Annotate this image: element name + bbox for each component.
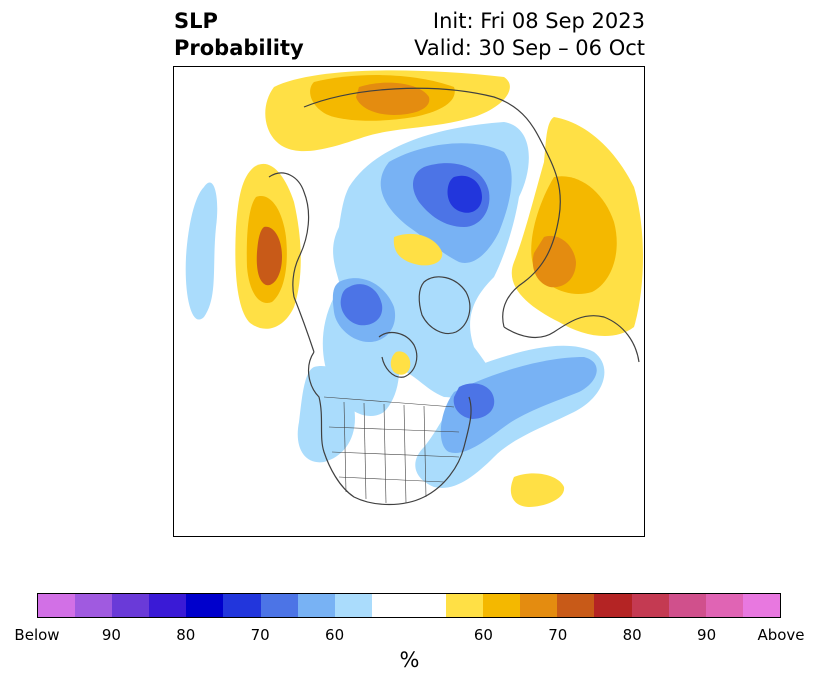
colorbar-cell: [38, 594, 76, 617]
map-panel: [173, 66, 645, 537]
colorbar-cell: [594, 594, 632, 617]
arctic-deepest-blue: [447, 175, 482, 213]
colorbar-cell: [483, 594, 521, 617]
colorbar-tick-label: 60: [473, 626, 493, 644]
colorbar-unit: %: [399, 648, 420, 672]
europe-coast: [503, 315, 640, 363]
us-state-line-6: [328, 426, 460, 433]
canada-dark-blue: [340, 284, 383, 326]
colorbar-cell: [520, 594, 558, 617]
colorbar-cell: [186, 594, 224, 617]
colorbar-cell: [75, 594, 113, 617]
init-date: Init: Fri 08 Sep 2023: [432, 9, 645, 33]
us-border: [323, 396, 455, 408]
atlantic-dark-blue: [453, 383, 495, 419]
colorbar-tick-label: 70: [548, 626, 568, 644]
alaska-dark-orange: [256, 226, 282, 286]
below-normal-medium: [332, 143, 597, 453]
colorbar-tick-label: Below: [14, 626, 60, 644]
hudson-yellow: [390, 351, 411, 375]
colorbar-cell: [705, 594, 743, 617]
title-block-left: SLP Probability: [174, 8, 304, 62]
greenland-yellow: [393, 233, 443, 266]
colorbar-cell: [557, 594, 595, 617]
probability-map: [185, 70, 643, 507]
above-normal-shading: [235, 70, 643, 507]
pacific-light-blue: [185, 182, 218, 320]
title-block-right: Init: Fri 08 Sep 2023 Valid: 30 Sep – 06…: [414, 8, 645, 62]
colorbar-cell: [631, 594, 669, 617]
north-america-coastline: [307, 351, 472, 506]
coastlines: [268, 87, 640, 506]
colorbar-tick-label: 80: [622, 626, 642, 644]
us-state-line-5: [423, 405, 427, 498]
europe-dark-orange: [532, 235, 576, 288]
us-state-line-7: [331, 451, 460, 458]
us-state-line-8: [338, 476, 445, 483]
colorbar-cell: [408, 594, 447, 617]
colorbar-tick-label: 90: [101, 626, 121, 644]
us-state-line-3: [383, 403, 387, 504]
colorbar-tick-label: 80: [176, 626, 196, 644]
us-state-line-4: [403, 404, 407, 504]
colorbar-tick-label: Above: [757, 626, 805, 644]
west-coast: [293, 296, 315, 353]
colorbar-tick-label: 90: [697, 626, 717, 644]
colorbar-cell: [297, 594, 335, 617]
colorbar-tick-label: 70: [250, 626, 270, 644]
atlantic-yellow: [510, 473, 565, 507]
greenland-outline: [418, 276, 471, 335]
alaska-coast: [268, 172, 310, 298]
us-state-lines: [323, 396, 460, 504]
us-state-line-2: [363, 402, 367, 500]
colorbar-cell: [112, 594, 150, 617]
colorbar-cell: [668, 594, 706, 617]
below-normal-dark: [340, 163, 495, 419]
colorbar-tick-labels: Below 90 80 70 60 60 70 80 90 Above: [0, 626, 819, 646]
us-state-line-1: [343, 401, 347, 493]
colorbar-cell: [446, 594, 484, 617]
hudson-bay-outline: [378, 331, 418, 378]
eurasia-coast: [303, 87, 561, 328]
us-light-blue: [297, 366, 355, 463]
colorbar-cell: [149, 594, 187, 617]
colorbar-cell: [742, 594, 780, 617]
atlantic-medium-blue: [440, 357, 597, 453]
colorbar-tick-label: 60: [325, 626, 345, 644]
valid-range: Valid: 30 Sep – 06 Oct: [414, 36, 645, 60]
title-probability: Probability: [174, 36, 304, 60]
colorbar-cell: [334, 594, 372, 617]
colorbar-cell: [371, 594, 409, 617]
title-slp: SLP: [174, 9, 218, 33]
colorbar-cell: [223, 594, 261, 617]
colorbar-cell: [260, 594, 298, 617]
probability-colorbar: [37, 593, 781, 618]
